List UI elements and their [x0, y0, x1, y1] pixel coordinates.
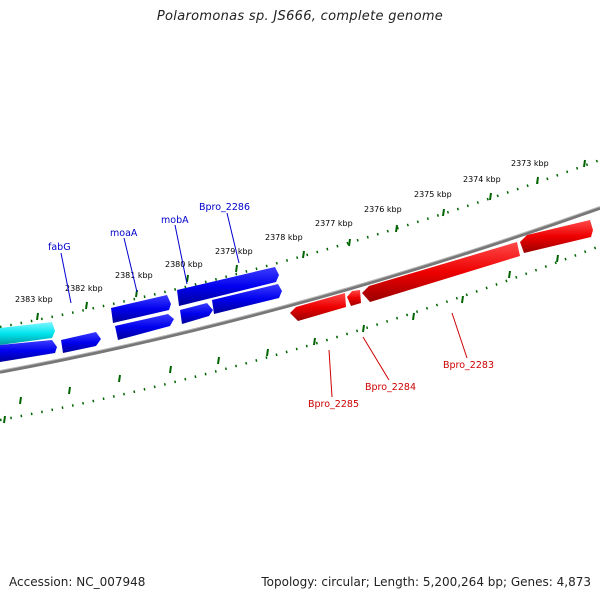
tick-label: 2375 kbp [414, 190, 452, 199]
gene-arrow[interactable] [61, 332, 101, 353]
forward-label-leaders [60, 212, 240, 304]
genome-backbone [0, 206, 600, 374]
tick-label: 2374 kbp [463, 175, 501, 184]
tick-label: 2380 kbp [165, 260, 203, 269]
forward-genes [0, 267, 282, 362]
tick-label: 2382 kbp [65, 284, 103, 293]
tick-label: 2373 kbp [511, 159, 549, 168]
gene-arrow[interactable] [177, 267, 279, 306]
tick-label: 2376 kbp [364, 205, 402, 214]
reverse-label-leaders [328, 312, 468, 398]
gene-label-fabG: fabG [48, 242, 71, 253]
tick-label: 2381 kbp [115, 271, 153, 280]
tick-label: 2383 kbp [15, 295, 53, 304]
genome-backbone-highlight [0, 206, 600, 371]
tick-label: 2378 kbp [265, 233, 303, 242]
genome-summary: Topology: circular; Length: 5,200,264 bp… [261, 575, 591, 589]
tick-label: 2379 kbp [215, 247, 253, 256]
gene-arrow[interactable] [180, 303, 213, 324]
gene-arrow[interactable] [362, 242, 520, 302]
gene-label-Bpro_2285: Bpro_2285 [308, 399, 359, 410]
reverse-major-ticks [3, 254, 559, 424]
gene-label-Bpro_2283: Bpro_2283 [443, 360, 494, 371]
gene-arrow[interactable] [290, 293, 346, 321]
accession-label: Accession: NC_007948 [9, 575, 146, 589]
gene-arrow[interactable] [111, 295, 171, 323]
tick-label: 2377 kbp [315, 219, 353, 228]
reverse-genes [290, 220, 593, 321]
gene-arrow[interactable] [0, 340, 57, 362]
gene-label-mobA: mobA [161, 215, 189, 226]
gene-label-Bpro_2286: Bpro_2286 [199, 202, 250, 213]
map-title: Polaromonas sp. JS666, complete genome [156, 9, 444, 24]
gene-arrow[interactable] [212, 284, 282, 314]
gene-arrow[interactable] [520, 220, 593, 253]
gene-arrow[interactable] [115, 314, 174, 340]
gene-label-Bpro_2284: Bpro_2284 [365, 382, 416, 393]
gene-label-moaA: moaA [110, 228, 138, 239]
gene-arrow[interactable] [347, 290, 361, 306]
gene-arrow-cyan[interactable] [0, 322, 55, 345]
